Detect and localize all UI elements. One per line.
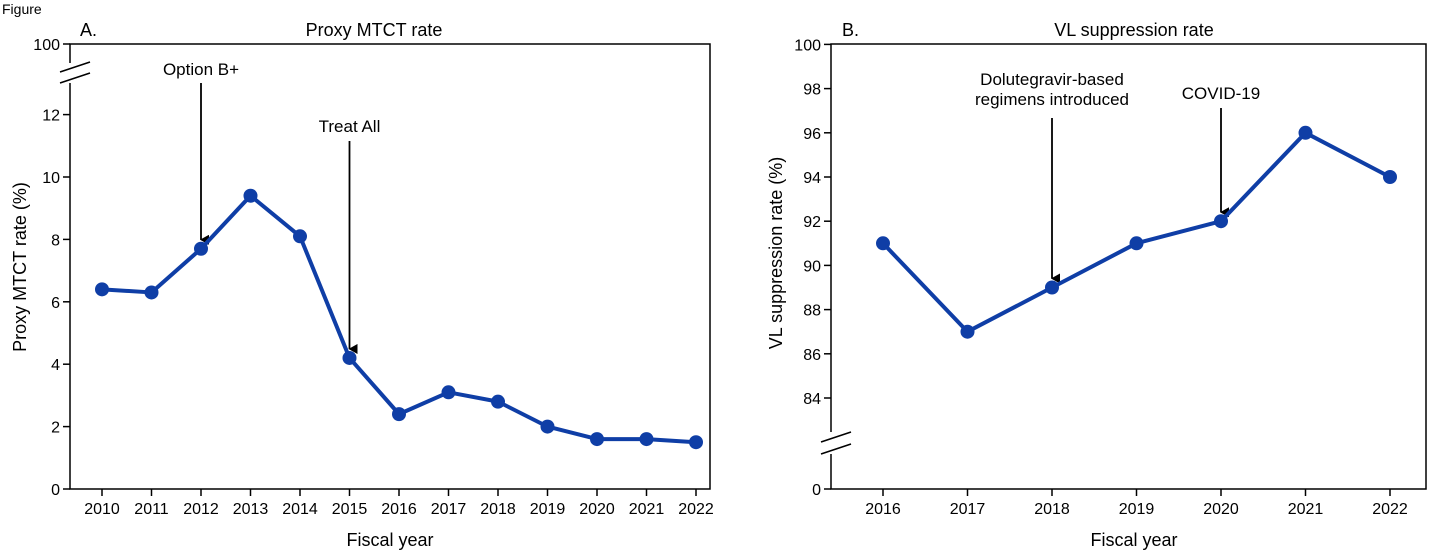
y-tick-label: 12 — [42, 108, 60, 125]
y-tick-label: 86 — [803, 347, 821, 364]
data-point — [1045, 280, 1059, 295]
x-tick-label: 2021 — [1288, 501, 1324, 518]
y-tick-label: 4 — [51, 357, 60, 374]
data-point — [960, 324, 975, 339]
panel-b-title: VL suppression rate — [1054, 20, 1213, 40]
panel-a-series — [95, 188, 703, 450]
x-tick-label: 2012 — [183, 501, 219, 518]
x-tick-label: 2020 — [579, 501, 615, 518]
panel-a-axis-break-mark — [59, 72, 91, 84]
x-tick-label: 2019 — [1119, 501, 1155, 518]
data-point — [95, 282, 109, 297]
x-tick-label: 2020 — [1203, 501, 1239, 518]
x-tick-label: 2014 — [282, 501, 318, 518]
panel-a-title: Proxy MTCT rate — [306, 20, 443, 40]
annotation-label: COVID-19 — [1182, 84, 1260, 103]
data-point — [293, 229, 307, 244]
panel-b-x-axis: 2016 2017 2018 2019 2020 2021 2022 — [865, 489, 1408, 518]
y-tick-label: 92 — [803, 214, 821, 231]
data-point — [1214, 214, 1228, 229]
y-tick-label: 100 — [794, 37, 821, 54]
panel-b-break-tick-label: 0 — [812, 482, 821, 499]
x-tick-label: 2015 — [332, 501, 368, 518]
panel-a-plot-frame — [69, 43, 711, 490]
data-point — [392, 407, 406, 422]
annotation-label: regimens introduced — [975, 90, 1129, 109]
x-tick-label: 2022 — [678, 501, 714, 518]
panel-a-y-axis-title: Proxy MTCT rate (%) — [10, 182, 30, 352]
y-tick-label: 94 — [803, 170, 821, 187]
x-tick-label: 2021 — [629, 501, 665, 518]
x-tick-label: 2017 — [950, 501, 986, 518]
panel-b-label: B. — [842, 20, 859, 40]
panel-b-axis-break-mark — [820, 431, 852, 443]
panel-a-x-axis-title: Fiscal year — [346, 530, 433, 550]
panel-a-y-axis: 0 2 4 6 8 10 12 — [42, 108, 70, 499]
x-tick-label: 2013 — [233, 501, 269, 518]
data-point — [590, 432, 604, 447]
data-point — [540, 419, 555, 434]
data-point — [491, 394, 505, 409]
panel-a-annotations: Option B+ Treat All — [163, 60, 381, 354]
data-point — [1383, 170, 1397, 184]
panel-b-plot-frame — [830, 43, 1427, 490]
panel-b-y-axis: 84 86 88 90 92 94 96 98 100 — [794, 37, 831, 408]
x-tick-label: 2018 — [1034, 501, 1070, 518]
y-tick-label: 10 — [42, 170, 60, 187]
panel-b-series — [876, 125, 1397, 339]
panel-a-break-tick-label: 100 — [33, 37, 60, 54]
x-tick-label: 2017 — [431, 501, 467, 518]
panel-a-x-axis: 2010 2011 2012 2013 2014 2015 2016 2017 2018 2019… — [84, 489, 714, 518]
panel-b-y-axis-title: VL suppression rate (%) — [766, 157, 786, 349]
x-tick-label: 2022 — [1372, 501, 1408, 518]
data-point — [689, 435, 703, 450]
x-tick-label: 2016 — [865, 501, 901, 518]
y-tick-label: 88 — [803, 303, 821, 320]
data-point — [243, 188, 258, 203]
x-tick-label: 2011 — [134, 501, 169, 518]
y-tick-label: 96 — [803, 126, 821, 143]
panel-b-x-axis-title: Fiscal year — [1090, 530, 1177, 550]
series-line — [101, 193, 697, 445]
panel-a-axis-break-mark — [59, 61, 91, 73]
data-point — [441, 385, 456, 400]
panel-b: B. VL suppression rate 0 84 86 88 90 92 94 96 9… — [766, 20, 1427, 550]
x-tick-label: 2018 — [480, 501, 516, 518]
data-point — [144, 285, 159, 300]
panel-a-label: A. — [80, 20, 97, 40]
annotation-label: Dolutegravir-based — [980, 70, 1124, 89]
data-point — [342, 350, 357, 365]
y-tick-label: 6 — [51, 295, 60, 312]
x-tick-label: 2010 — [84, 501, 120, 518]
y-tick-label: 0 — [51, 482, 60, 499]
y-tick-label: 98 — [803, 82, 821, 99]
y-tick-label: 8 — [51, 232, 60, 249]
panel-b-axis-break-mark — [820, 443, 852, 455]
annotation-label: Option B+ — [163, 60, 239, 79]
y-tick-label: 84 — [803, 391, 821, 408]
data-point — [876, 236, 890, 251]
figure-label: Figure — [2, 1, 42, 17]
x-tick-label: 2016 — [381, 501, 417, 518]
data-point — [1298, 125, 1313, 140]
y-tick-label: 90 — [803, 258, 821, 275]
data-point — [194, 241, 208, 256]
y-tick-label: 2 — [51, 420, 60, 437]
data-point — [639, 432, 654, 447]
annotation-label: Treat All — [319, 117, 381, 136]
series-line — [881, 130, 1391, 334]
data-point — [1129, 236, 1144, 251]
x-tick-label: 2019 — [530, 501, 566, 518]
